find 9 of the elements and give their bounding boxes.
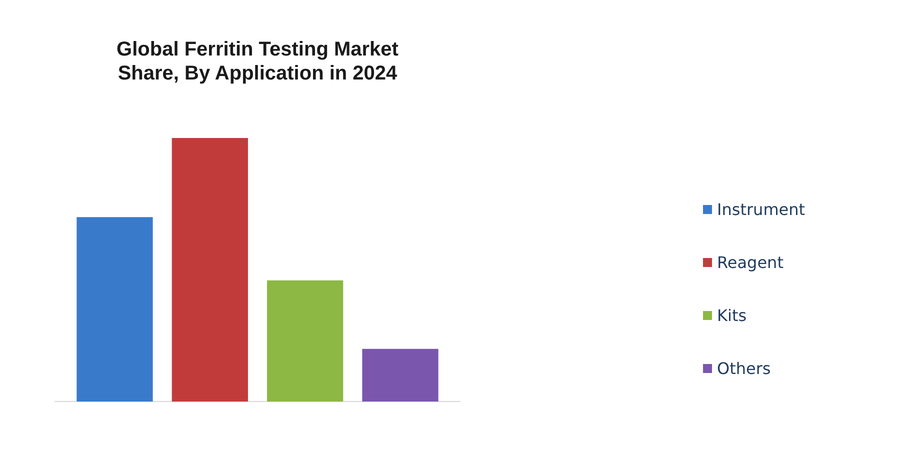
bar <box>172 138 248 402</box>
bar <box>267 280 344 402</box>
bar <box>362 348 438 402</box>
chart-title: Global Ferritin Testing Market Share, By Application in 2024 <box>116 38 399 85</box>
legend-label: Kits <box>717 306 747 325</box>
bar <box>76 217 153 402</box>
legend-label: Reagent <box>717 253 784 272</box>
legend-label: Others <box>717 359 771 378</box>
legend-label: Instrument <box>717 200 806 219</box>
